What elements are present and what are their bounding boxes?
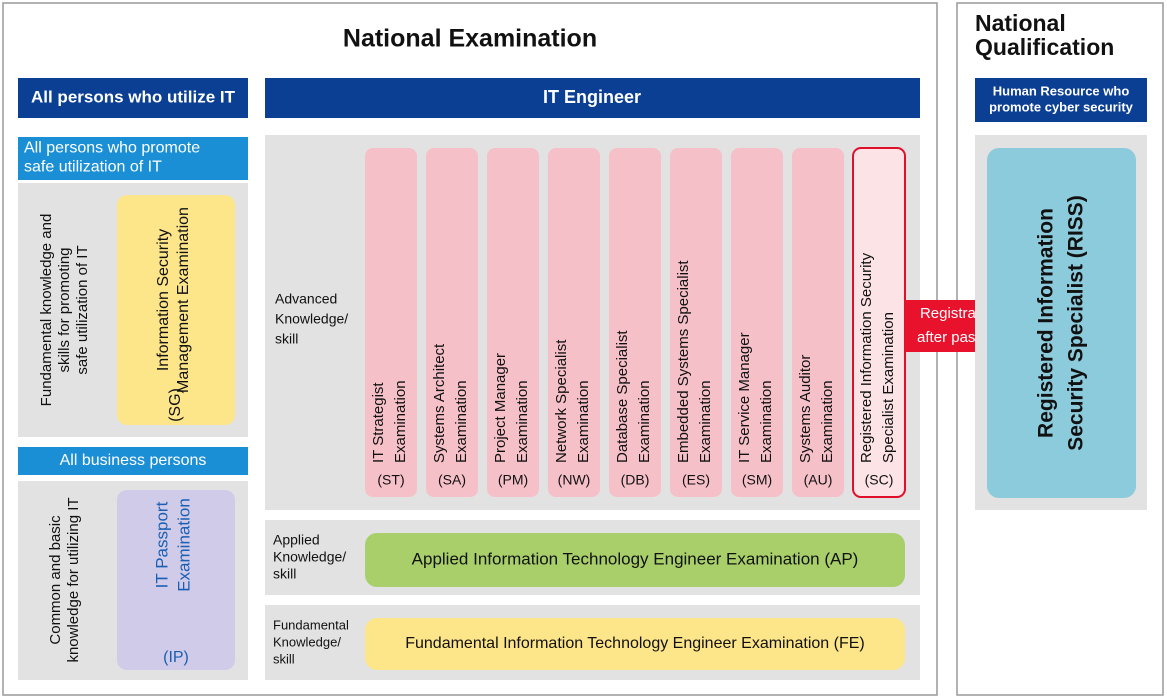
header xyxy=(18,447,248,475)
qualification-title: Qualification xyxy=(975,34,1114,60)
exam-name: Fundamental Information Technology Engin… xyxy=(405,635,865,652)
level-label: Knowledge/ xyxy=(273,634,341,649)
exam-name: Examination xyxy=(819,380,836,463)
exam-code: (SC) xyxy=(865,472,894,488)
header-text: All persons who utilize IT xyxy=(31,87,236,106)
exam-box xyxy=(609,148,661,497)
exam-code: (SA) xyxy=(438,472,466,488)
exam-name: Registered Information Security xyxy=(858,252,875,463)
exam-box xyxy=(426,148,478,497)
header xyxy=(18,78,248,118)
exam-name: Systems Architect xyxy=(431,343,448,463)
level-label: skill xyxy=(275,331,298,347)
level-label: Advanced xyxy=(275,291,337,307)
level-label: Knowledge/ xyxy=(275,311,348,327)
exam-code: (ES) xyxy=(682,472,710,488)
description: skills for promoting xyxy=(56,247,73,372)
exam-name: Embedded Systems Specialist xyxy=(675,260,692,463)
exam-box xyxy=(365,148,417,497)
exam-box xyxy=(117,195,235,425)
exam-box xyxy=(731,148,783,497)
exam-name: Examination xyxy=(392,380,409,463)
exam-box xyxy=(548,148,600,497)
header xyxy=(975,78,1147,122)
description: Fundamental knowledge and xyxy=(38,214,55,407)
exam-name: IT Strategist xyxy=(370,382,387,463)
exam-name: Examination xyxy=(636,380,653,463)
exam-code: (AU) xyxy=(804,472,833,488)
exam-name: Database Specialist xyxy=(614,330,631,463)
qualification-name: Registered Information xyxy=(1035,208,1058,438)
exam-name: Applied Information Technology Engineer … xyxy=(412,549,859,568)
exam-name: Examination xyxy=(697,380,714,463)
level-label: Fundamental xyxy=(273,617,349,632)
exam-name: IT Service Manager xyxy=(736,332,753,463)
header-text: Human Resource who xyxy=(993,83,1130,98)
exam-code: (PM) xyxy=(498,472,528,488)
header-text: safe utilization of IT xyxy=(24,159,162,176)
qualification-name: Security Specialist (RISS) xyxy=(1065,195,1088,451)
qualification-box xyxy=(987,148,1136,498)
exam-name: Examination xyxy=(575,380,592,463)
exam-name: Examination xyxy=(758,380,775,463)
exam-box xyxy=(792,148,844,497)
description: safe utilization of IT xyxy=(74,245,91,374)
header-text: All business persons xyxy=(60,452,207,469)
exam-code: (SG) xyxy=(167,388,184,422)
exam-code: (SM) xyxy=(742,472,772,488)
exam-name: Network Specialist xyxy=(553,339,570,463)
level-label: skill xyxy=(273,651,295,666)
exam-name: Management Examination xyxy=(175,207,192,393)
header-text: All persons who promote xyxy=(24,140,200,157)
exam-box xyxy=(365,533,905,587)
exam-box xyxy=(487,148,539,497)
exam-name: Examination xyxy=(514,380,531,463)
exam-code: (IP) xyxy=(163,649,189,666)
level-label: Applied xyxy=(273,532,320,548)
exam-name: Project Manager xyxy=(492,353,509,463)
qualification-title: National xyxy=(975,10,1066,36)
level-label: Knowledge/ xyxy=(273,549,346,565)
exam-box xyxy=(365,618,905,670)
description: knowledge for utilizing IT xyxy=(65,497,82,662)
description: Common and basic xyxy=(47,515,64,645)
exam-name: Examination xyxy=(453,380,470,463)
level-label: skill xyxy=(273,566,296,582)
exam-name: Systems Auditor xyxy=(797,355,814,463)
header xyxy=(265,78,920,118)
exam-code: (DB) xyxy=(621,472,650,488)
title: National Examination xyxy=(343,25,597,53)
header xyxy=(18,137,248,180)
exam-name: Examination xyxy=(174,498,193,592)
exam-name: Information Security xyxy=(155,229,172,371)
exam-code: (ST) xyxy=(377,472,404,488)
exam-name: Specialist Examination xyxy=(880,312,897,463)
exam-code: (NW) xyxy=(558,472,591,488)
exam-box xyxy=(670,148,722,497)
exam-box xyxy=(117,490,235,670)
exam-name: IT Passport xyxy=(152,501,171,588)
header-text: promote cyber security xyxy=(989,99,1134,114)
header-text: IT Engineer xyxy=(543,87,641,107)
